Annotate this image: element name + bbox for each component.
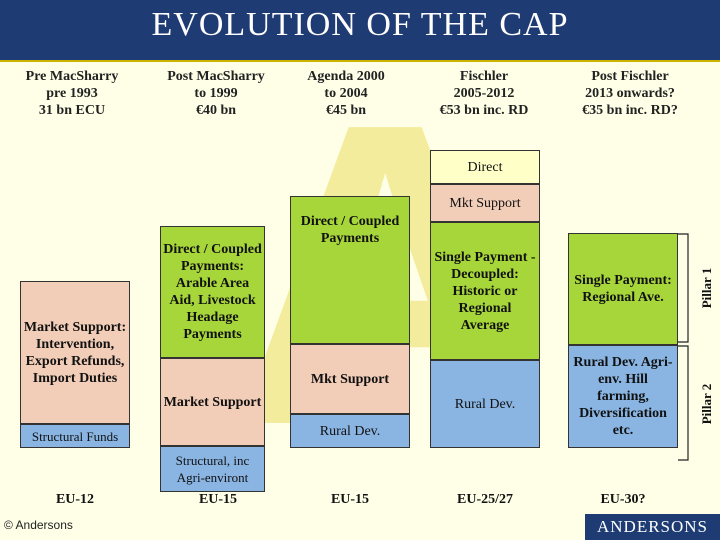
- phase-period: to 2004: [324, 86, 368, 101]
- mkt-support-block: Mkt Support: [430, 184, 540, 222]
- phase-budget: €45 bn: [325, 103, 367, 118]
- phase-header-2: Post MacSharry to 1999 €40 bn: [152, 68, 280, 119]
- phase-budget: €40 bn: [195, 103, 237, 118]
- phase-period: 2005-2012: [453, 86, 515, 101]
- phase-period: 2013 onwards?: [585, 86, 675, 101]
- membership-label: EU-15: [198, 492, 238, 507]
- page-title: EVOLUTION OF THE CAP: [151, 6, 569, 43]
- rural-dev-block: Rural Dev. Agri-env. Hill farming, Diver…: [568, 345, 678, 448]
- phase-header-1: Pre MacSharry pre 1993 31 bn ECU: [8, 68, 136, 119]
- membership-label: EU-25/27: [457, 492, 513, 507]
- phase-budget: €53 bn inc. RD: [439, 103, 529, 118]
- phase-name: Fischler: [459, 69, 509, 84]
- single-payment-block: Single Payment: Regional Ave.: [568, 233, 678, 345]
- structural-block: Structural, inc Agri-environt: [160, 446, 265, 492]
- coupled-payments-block: Direct / Coupled Payments: [290, 196, 410, 344]
- phase-header-3: Agenda 2000 to 2004 €45 bn: [282, 68, 410, 119]
- membership-label: EU-12: [55, 492, 95, 507]
- membership-label: EU-15: [330, 492, 370, 507]
- title-banner: [0, 0, 720, 62]
- mkt-support-block: Mkt Support: [290, 344, 410, 414]
- phase-name: Post MacSharry: [167, 69, 265, 84]
- phase-header-5: Post Fischler 2013 onwards? €35 bn inc. …: [566, 68, 694, 119]
- structural-funds-block: Structural Funds: [20, 424, 130, 448]
- pillar-1-label: Pillar 1: [699, 267, 714, 309]
- andersons-logo: ANDERSONS: [585, 514, 720, 540]
- phase-name: Pre MacSharry: [25, 69, 119, 84]
- copyright-text: © Andersons: [4, 518, 73, 532]
- single-payment-block: Single Payment - Decoupled: Historic or …: [430, 222, 540, 360]
- phase-budget: 31 bn ECU: [38, 103, 106, 118]
- rural-dev-block: Rural Dev.: [290, 414, 410, 448]
- phase-period: to 1999: [194, 86, 238, 101]
- direct-block: Direct: [430, 150, 540, 184]
- phase-budget: €35 bn inc. RD?: [582, 103, 678, 118]
- coupled-payments-block: Direct / Coupled Payments: Arable Area A…: [160, 226, 265, 358]
- market-support-block: Market Support: Intervention, Export Ref…: [20, 281, 130, 424]
- phase-header-4: Fischler 2005-2012 €53 bn inc. RD: [420, 68, 548, 119]
- membership-label: EU-30?: [600, 492, 646, 507]
- pillar-2-bracket: [678, 345, 689, 461]
- pillar-brackets: [678, 233, 689, 461]
- rural-dev-block: Rural Dev.: [430, 360, 540, 448]
- pillar-2-label: Pillar 2: [699, 383, 714, 425]
- phase-name: Agenda 2000: [307, 69, 385, 84]
- market-support-block: Market Support: [160, 358, 265, 446]
- pillar-1-bracket: [678, 233, 689, 343]
- phase-name: Post Fischler: [591, 69, 669, 84]
- phase-period: pre 1993: [46, 86, 98, 101]
